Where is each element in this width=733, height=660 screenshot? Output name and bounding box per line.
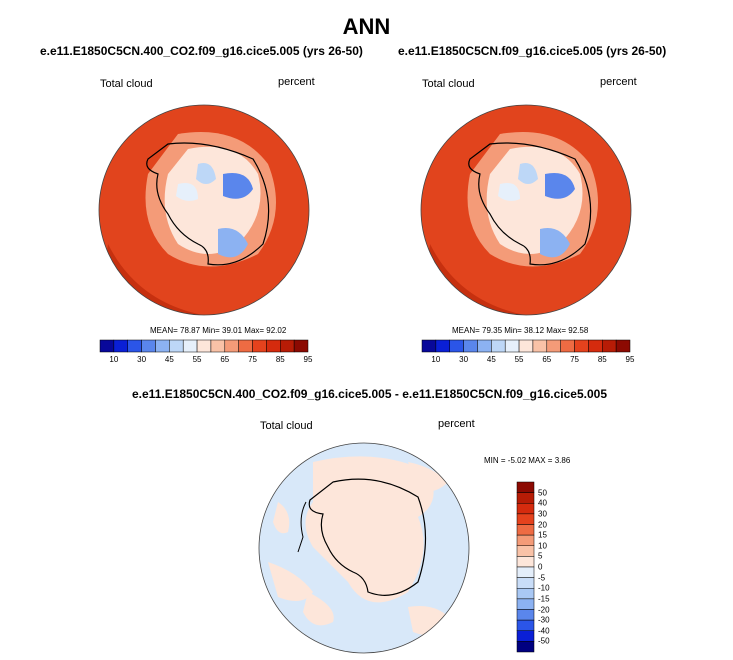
- colorbar-swatch: [169, 339, 184, 353]
- colorbar-swatch: [491, 339, 506, 353]
- colorbar-swatch: [113, 339, 128, 353]
- panel2-units-label: percent: [600, 76, 637, 88]
- colorbar-swatch: [532, 339, 548, 353]
- colorbar-swatch: [435, 339, 450, 353]
- colorbar-tick-label: -50: [538, 636, 550, 646]
- colorbar-swatch: [516, 513, 535, 525]
- colorbar-swatch: [99, 339, 115, 353]
- colorbar-swatch: [210, 339, 226, 353]
- panel2-stats: MEAN= 79.35 Min= 38.12 Max= 92.58: [452, 326, 589, 335]
- colorbar-swatch: [463, 339, 478, 353]
- colorbar-swatch: [238, 339, 253, 353]
- colorbar-tick-label: -20: [538, 605, 550, 614]
- panel1-polar-map: [98, 104, 310, 316]
- colorbar-swatch: [516, 481, 535, 493]
- colorbar-swatch: [518, 339, 534, 353]
- colorbar-swatch: [588, 339, 603, 353]
- colorbar-tick-label: 75: [248, 355, 257, 364]
- colorbar-tick-label: 65: [220, 355, 230, 364]
- panel1-colorbar-labels: 10 30 45 55 65 75 85 95: [100, 355, 312, 365]
- panel2-variable-label: Total cloud: [422, 78, 475, 90]
- colorbar-tick-label: -15: [538, 594, 550, 604]
- colorbar-swatch: [516, 598, 535, 610]
- page-title: ANN: [342, 14, 391, 39]
- colorbar-tick-label: 95: [625, 355, 635, 364]
- colorbar-swatch: [516, 545, 535, 557]
- colorbar-tick-label: 10: [109, 355, 119, 364]
- colorbar-tick-label: 5: [538, 551, 543, 561]
- colorbar-tick-label: 10: [538, 541, 547, 551]
- colorbar-tick-label: 55: [514, 355, 524, 364]
- colorbar-swatch: [224, 339, 239, 353]
- colorbar-swatch: [516, 619, 535, 631]
- difference-variable-label: Total cloud: [260, 420, 313, 432]
- colorbar-tick-label: 10: [431, 355, 441, 364]
- colorbar-swatch: [196, 339, 212, 353]
- panel1-stats: MEAN= 78.87 Min= 39.01 Max= 92.02: [150, 326, 287, 335]
- colorbar-swatch: [516, 630, 535, 642]
- colorbar-swatch: [182, 339, 198, 353]
- colorbar-tick-label: 45: [486, 355, 496, 364]
- colorbar-swatch: [516, 534, 535, 546]
- colorbar-tick-label: -5: [538, 573, 546, 583]
- difference-polar-map: [258, 442, 470, 654]
- difference-case-title: e.e11.E1850C5CN.400_CO2.f09_g16.cice5.00…: [132, 387, 608, 401]
- colorbar-tick-label: -10: [538, 583, 550, 593]
- colorbar-tick-label: 30: [459, 355, 469, 364]
- difference-stats: MIN = -5.02 MAX = 3.86: [484, 456, 571, 465]
- colorbar-tick-label: 85: [597, 355, 607, 364]
- colorbar-tick-label: 15: [538, 530, 547, 540]
- colorbar-swatch: [516, 566, 535, 578]
- colorbar-swatch: [449, 339, 464, 353]
- colorbar-swatch: [560, 339, 575, 353]
- colorbar-tick-label: 45: [164, 355, 174, 364]
- panel2-case-title: e.e11.E1850C5CN.f09_g16.cice5.005 (yrs 2…: [398, 44, 667, 58]
- colorbar-tick-label: -40: [538, 626, 550, 636]
- colorbar-swatch: [516, 556, 535, 568]
- colorbar-tick-label: -30: [538, 615, 550, 625]
- colorbar-swatch: [504, 339, 520, 353]
- colorbar-swatch: [615, 339, 631, 353]
- colorbar-swatch: [155, 339, 170, 353]
- colorbar-swatch: [252, 339, 267, 353]
- colorbar-swatch: [574, 339, 589, 353]
- panel2-colorbar: [421, 339, 631, 353]
- colorbar-swatch: [516, 492, 535, 504]
- colorbar-swatch: [516, 641, 535, 653]
- panel1-units-label: percent: [278, 76, 315, 88]
- colorbar-swatch: [602, 339, 617, 353]
- difference-colorbar-labels: 50 40 30 20 15 10 5 0 -5 -10 -15 -20 -30 -40 -50: [538, 482, 568, 652]
- colorbar-tick-label: 0: [538, 562, 543, 572]
- difference-units-label: percent: [438, 418, 475, 430]
- colorbar-swatch: [127, 339, 142, 353]
- colorbar-swatch: [546, 339, 561, 353]
- colorbar-swatch: [477, 339, 492, 353]
- panel1-variable-label: Total cloud: [100, 78, 153, 90]
- colorbar-tick-label: 30: [538, 509, 547, 519]
- colorbar-tick-label: 75: [570, 355, 579, 364]
- panel1-case-title: e.e11.E1850C5CN.400_CO2.f09_g16.cice5.00…: [40, 44, 363, 58]
- colorbar-tick-label: 55: [192, 355, 202, 364]
- panel2-polar-map: [420, 104, 632, 316]
- colorbar-tick-label: 65: [542, 355, 552, 364]
- colorbar-swatch: [280, 339, 295, 353]
- colorbar-tick-label: 95: [303, 355, 313, 364]
- panel2-colorbar-labels: 10 30 45 55 65 75 85 95: [422, 355, 634, 365]
- colorbar-swatch: [516, 524, 535, 536]
- colorbar-tick-label: 85: [275, 355, 285, 364]
- colorbar-swatch: [421, 339, 437, 353]
- panel1-colorbar: [99, 339, 309, 353]
- colorbar-tick-label: 20: [538, 520, 547, 529]
- colorbar-swatch: [516, 503, 535, 515]
- colorbar-swatch: [516, 588, 535, 600]
- colorbar-tick-label: 40: [538, 498, 547, 508]
- colorbar-swatch: [141, 339, 156, 353]
- colorbar-tick-label: 50: [538, 488, 547, 498]
- colorbar-tick-label: 30: [137, 355, 147, 364]
- difference-colorbar: [516, 481, 535, 653]
- colorbar-swatch: [516, 577, 535, 589]
- colorbar-swatch: [516, 609, 535, 621]
- colorbar-swatch: [266, 339, 281, 353]
- colorbar-swatch: [293, 339, 309, 353]
